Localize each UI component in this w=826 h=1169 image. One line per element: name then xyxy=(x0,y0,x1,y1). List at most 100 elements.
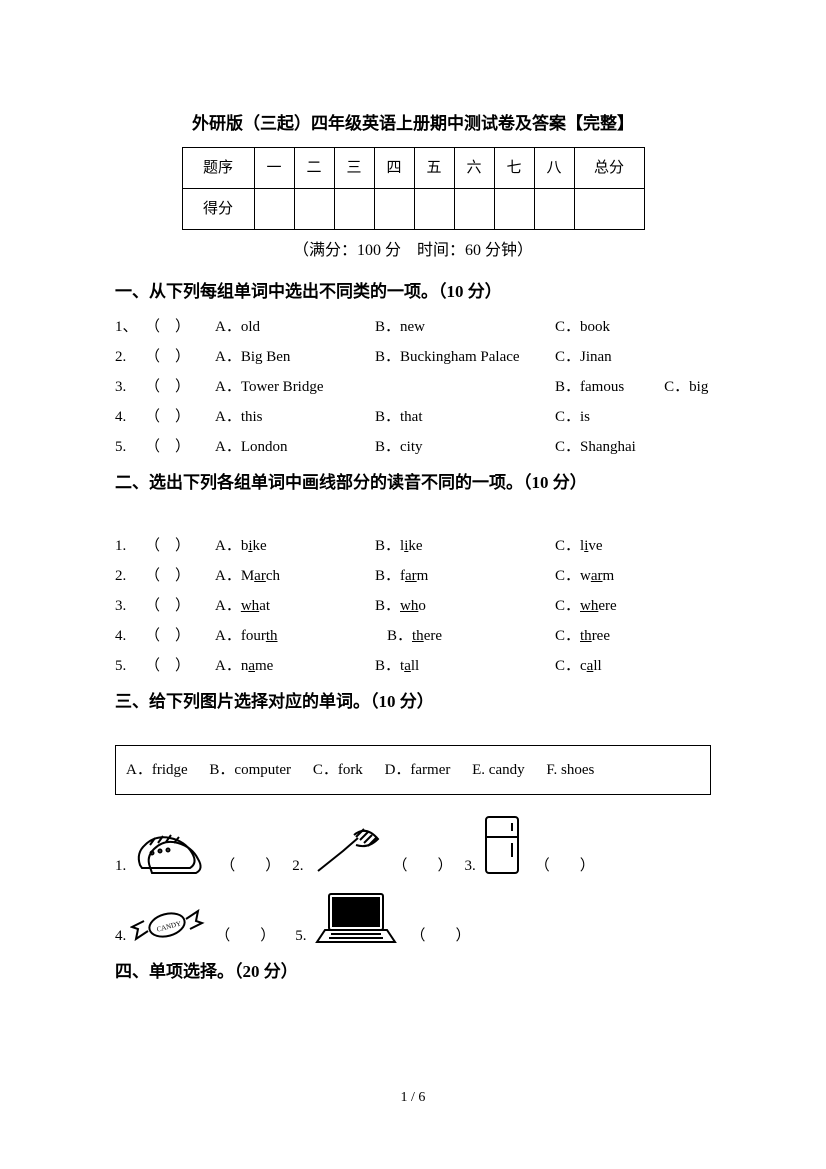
option-b: B．farm xyxy=(375,564,555,588)
option-a: A．London xyxy=(215,435,375,459)
option-a: A．March xyxy=(215,564,375,588)
option-c: C．book xyxy=(555,315,610,339)
computer-icon xyxy=(311,888,401,948)
question-row: 4. （ ） A．this B．that C．is xyxy=(115,405,711,429)
candy-icon: CANDY xyxy=(130,903,205,948)
exam-info: （满分：100 分 时间：60 分钟） xyxy=(115,238,711,264)
option-b: B．new xyxy=(375,315,555,339)
question-row: 5.（ ）A．nameB．tallC．call xyxy=(115,654,711,678)
fork-icon xyxy=(308,823,383,878)
q-num: 1. xyxy=(115,534,145,558)
answer-blank[interactable]: （ ） xyxy=(145,375,215,399)
answer-blank[interactable]: （ ） xyxy=(145,345,215,369)
question-row: 2.（ ）A．MarchB．farmC．warm xyxy=(115,564,711,588)
answer-blank[interactable]: （ ） xyxy=(145,624,215,648)
option-c: C．three xyxy=(555,624,610,648)
answer-blank[interactable]: （ ） xyxy=(145,435,215,459)
question-row: 1、 （ ） A．old B．new C．book xyxy=(115,315,711,339)
question-row: 5. （ ） A．London B．city C．Shanghai xyxy=(115,435,711,459)
option-b: B．who xyxy=(375,594,555,618)
pic-row-2: 4. CANDY （ ） 5. （ ） xyxy=(115,888,711,948)
q-num: 3. xyxy=(115,375,145,399)
option-a: A．name xyxy=(215,654,375,678)
score-cell[interactable] xyxy=(374,189,414,230)
shoes-icon xyxy=(130,823,210,878)
score-cell[interactable] xyxy=(574,189,644,230)
option-a: A．old xyxy=(215,315,375,339)
answer-blank[interactable]: （ ） xyxy=(145,534,215,558)
option-c: C．Jinan xyxy=(555,345,612,369)
option-a: A．fourth xyxy=(215,624,375,648)
score-cell[interactable] xyxy=(414,189,454,230)
q-num: 2. xyxy=(115,345,145,369)
pic-num: 1. xyxy=(115,854,126,878)
option-a: A．bike xyxy=(215,534,375,558)
q-num: 3. xyxy=(115,594,145,618)
section-4-heading: 四、单项选择。（20 分） xyxy=(115,958,711,985)
question-row: 2. （ ） A．Big Ben B．Buckingham Palace C．J… xyxy=(115,345,711,369)
col-4: 四 xyxy=(374,148,414,189)
option-a: A．Tower Bridge xyxy=(215,375,375,399)
section-1-heading: 一、从下列每组单词中选出不同类的一项。（10 分） xyxy=(115,278,711,305)
table-row: 题序 一 二 三 四 五 六 七 八 总分 xyxy=(182,148,644,189)
option-b: B．there xyxy=(375,624,555,648)
question-row: 1.（ ）A．bikeB．likeC．live xyxy=(115,534,711,558)
col-2: 二 xyxy=(294,148,334,189)
option-c: C．Shanghai xyxy=(555,435,636,459)
answer-blank[interactable]: （ ） xyxy=(411,924,471,948)
answer-blank[interactable]: （ ） xyxy=(145,564,215,588)
pic-num: 5. xyxy=(295,924,306,948)
row-label: 题序 xyxy=(182,148,254,189)
answer-blank[interactable]: （ ） xyxy=(145,405,215,429)
fridge-icon xyxy=(480,813,525,878)
answer-blank[interactable]: （ ） xyxy=(220,854,280,878)
row-label: 得分 xyxy=(182,189,254,230)
col-3: 三 xyxy=(334,148,374,189)
score-cell[interactable] xyxy=(334,189,374,230)
option-c: C．call xyxy=(555,654,602,678)
pic-num: 2. xyxy=(292,854,303,878)
option-a: A．Big Ben xyxy=(215,345,375,369)
option-b: B．Buckingham Palace xyxy=(375,345,555,369)
col-7: 七 xyxy=(494,148,534,189)
option-c: C．warm xyxy=(555,564,614,588)
box-opt-d: D．farmer xyxy=(385,762,451,778)
question-row: 4.（ ）A．fourthB．thereC．three xyxy=(115,624,711,648)
word-box: A．fridge B．computer C．fork D．farmer E. c… xyxy=(115,745,711,795)
option-c: B．famous xyxy=(555,375,624,399)
answer-blank[interactable]: （ ） xyxy=(535,854,595,878)
pic-num: 3. xyxy=(465,854,476,878)
q-num: 5. xyxy=(115,435,145,459)
col-total: 总分 xyxy=(574,148,644,189)
page-title: 外研版（三起）四年级英语上册期中测试卷及答案【完整】 xyxy=(115,110,711,137)
question-row: 3.（ ）A．whatB．whoC．where xyxy=(115,594,711,618)
q-num: 4. xyxy=(115,624,145,648)
answer-blank[interactable]: （ ） xyxy=(145,594,215,618)
option-c: C．live xyxy=(555,534,603,558)
answer-blank[interactable]: （ ） xyxy=(215,924,275,948)
option-c: C．where xyxy=(555,594,617,618)
section-2-heading: 二、选出下列各组单词中画线部分的读音不同的一项。（10 分） xyxy=(115,469,711,496)
question-row: 3. （ ） A．Tower Bridge B．famous C．big xyxy=(115,375,711,399)
option-b: B．city xyxy=(375,435,555,459)
score-table: 题序 一 二 三 四 五 六 七 八 总分 得分 xyxy=(182,147,645,230)
score-cell[interactable] xyxy=(494,189,534,230)
q-num: 2. xyxy=(115,564,145,588)
score-cell[interactable] xyxy=(254,189,294,230)
table-row: 得分 xyxy=(182,189,644,230)
answer-blank[interactable]: （ ） xyxy=(145,315,215,339)
col-5: 五 xyxy=(414,148,454,189)
score-cell[interactable] xyxy=(294,189,334,230)
box-opt-b: B．computer xyxy=(209,762,291,778)
score-cell[interactable] xyxy=(534,189,574,230)
answer-blank[interactable]: （ ） xyxy=(145,654,215,678)
pic-num: 4. xyxy=(115,924,126,948)
score-cell[interactable] xyxy=(454,189,494,230)
q-num: 4. xyxy=(115,405,145,429)
option-b: B．like xyxy=(375,534,555,558)
pic-row-1: 1. （ ） 2. （ ） 3. xyxy=(115,813,711,878)
answer-blank[interactable]: （ ） xyxy=(393,854,453,878)
col-1: 一 xyxy=(254,148,294,189)
col-6: 六 xyxy=(454,148,494,189)
col-8: 八 xyxy=(534,148,574,189)
